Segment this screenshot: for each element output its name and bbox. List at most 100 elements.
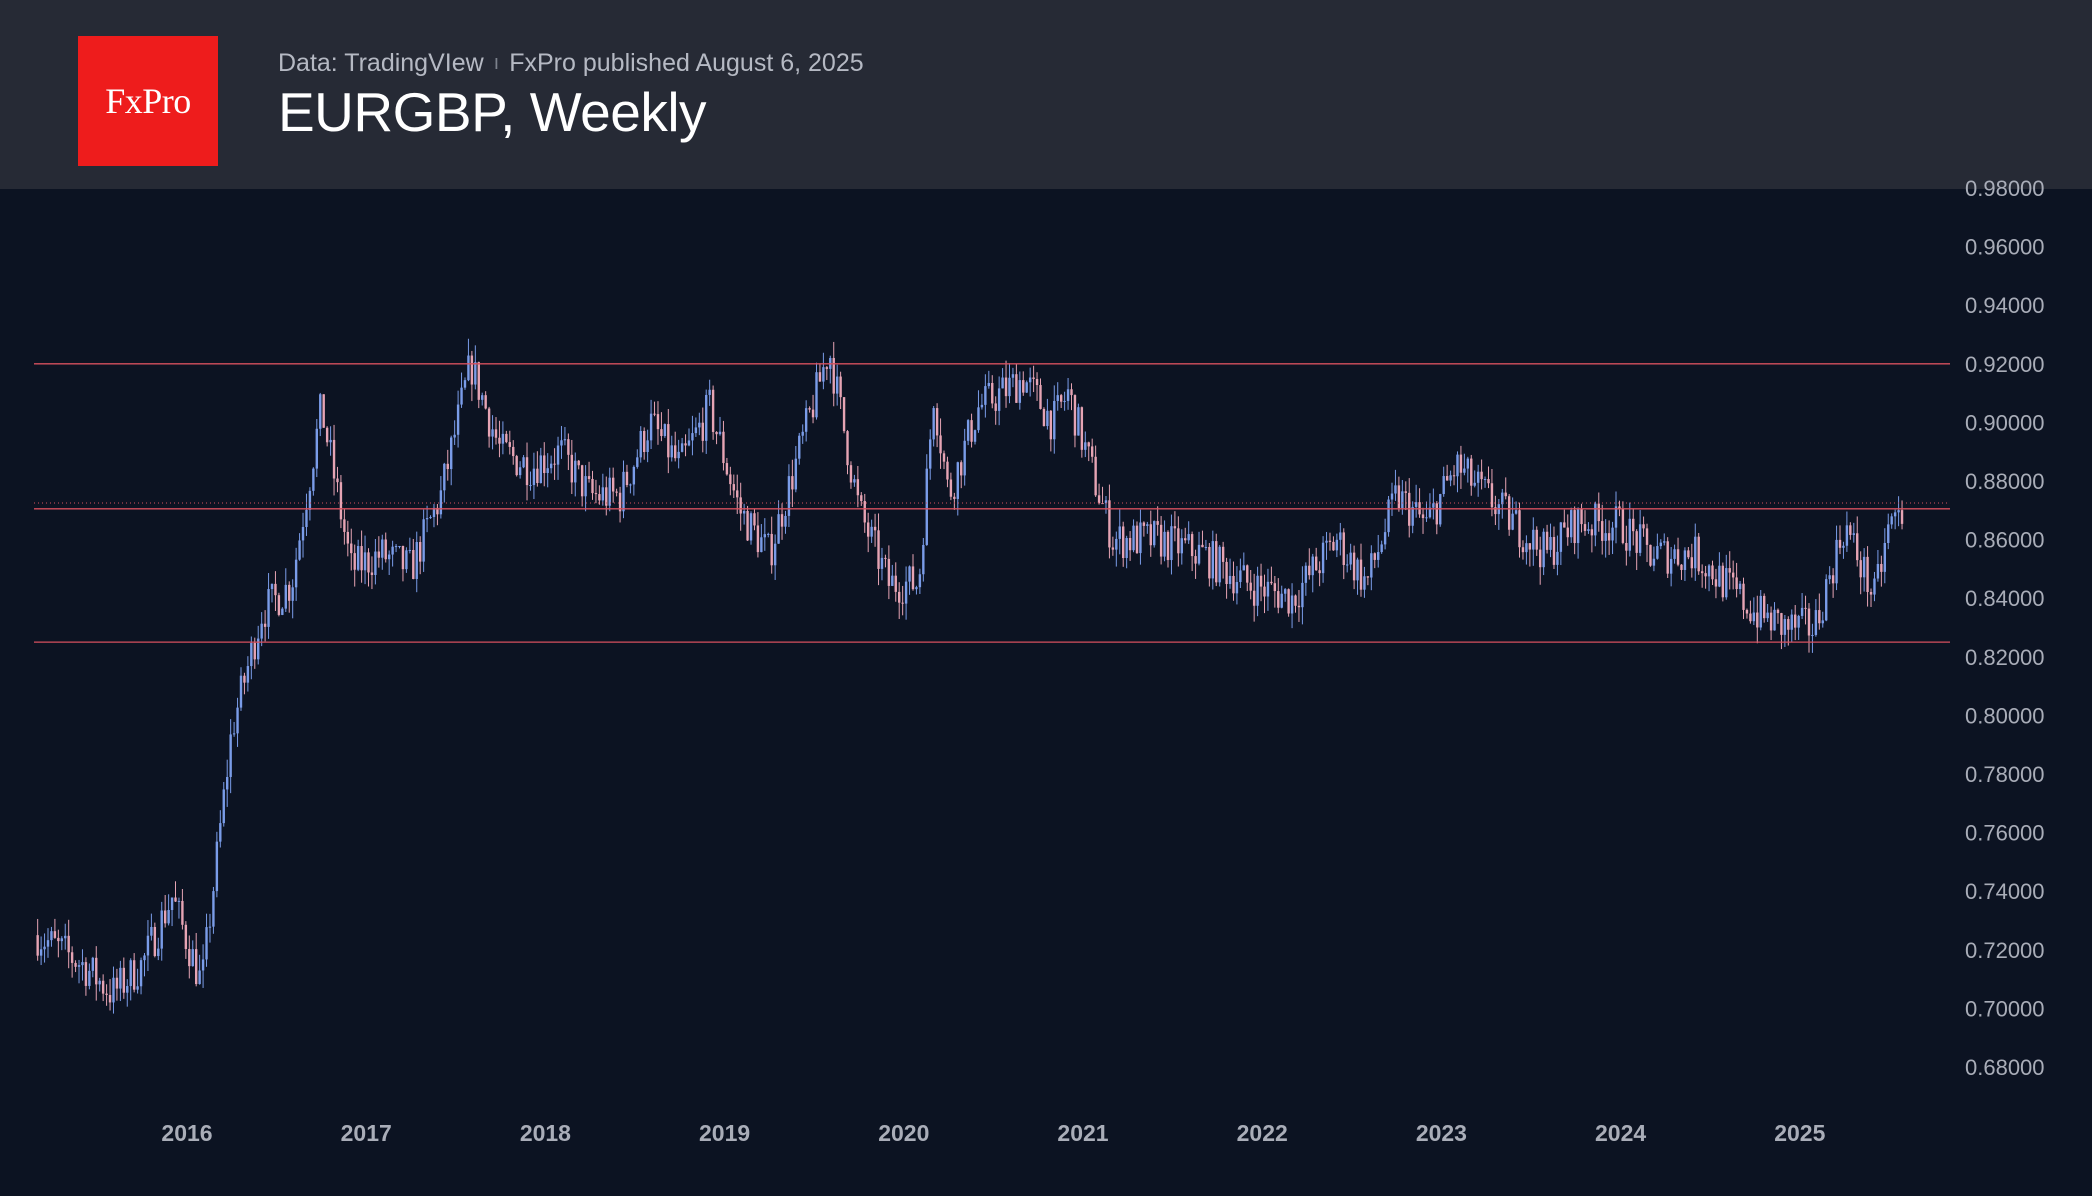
y-tick-label: 0.92000 — [1965, 352, 2045, 377]
candle-body — [708, 389, 711, 395]
candle-body — [1518, 510, 1521, 548]
candle-body — [1731, 572, 1735, 578]
x-axis: 2016 2017 2018 2019 2020 2021 2022 2023 2024 2025 — [161, 1120, 1825, 1146]
candle-body — [846, 431, 849, 466]
candle-body — [1466, 458, 1470, 469]
candle-body — [911, 566, 915, 590]
candle-body — [1370, 553, 1373, 578]
candle-body — [970, 420, 973, 442]
candle-body — [205, 927, 208, 960]
candle-body — [1635, 531, 1638, 553]
candle-body — [705, 394, 708, 441]
candle-body — [1459, 454, 1463, 473]
candle-body — [1173, 526, 1177, 529]
candle-body — [1556, 551, 1559, 565]
candles-layer — [36, 338, 1904, 1014]
candle-body — [1184, 538, 1187, 541]
candle-body — [177, 900, 181, 902]
candle-body — [932, 408, 935, 440]
candle-body — [394, 546, 398, 548]
candle-body — [315, 428, 319, 469]
candle-body — [1463, 468, 1466, 473]
candle-body — [1273, 583, 1277, 592]
candle-body — [150, 926, 153, 936]
candle-body — [1690, 557, 1694, 569]
candle-body — [756, 525, 760, 553]
candle-body — [1118, 526, 1121, 539]
candle-body — [1714, 579, 1718, 587]
candle-body — [1725, 568, 1728, 598]
candle-body — [1642, 524, 1645, 529]
candle-body — [684, 443, 687, 446]
candle-body — [1721, 565, 1725, 598]
candle-body — [143, 955, 146, 961]
candle-body — [1628, 518, 1631, 551]
candle-body — [491, 429, 494, 437]
candle-body — [157, 948, 160, 957]
candle-body — [780, 514, 784, 527]
candle-body — [301, 527, 305, 541]
candle-body — [1235, 582, 1239, 594]
x-tick-label: 2024 — [1595, 1120, 1646, 1146]
candle-body — [1266, 581, 1270, 597]
candle-body — [1645, 528, 1649, 545]
candle-body — [1476, 471, 1480, 483]
candle-body — [594, 493, 598, 495]
candle-body — [1228, 575, 1232, 585]
x-tick-label: 2023 — [1416, 1120, 1467, 1146]
candle-body — [1849, 525, 1852, 535]
candle-body — [1084, 442, 1087, 450]
candle-body — [112, 977, 115, 1003]
candle-body — [1666, 541, 1669, 574]
candle-body — [1783, 619, 1787, 635]
candle-body — [174, 897, 177, 902]
candle-body — [146, 935, 150, 956]
y-tick-label: 0.72000 — [1965, 938, 2045, 963]
candle-body — [1225, 561, 1228, 585]
candle-body — [1483, 478, 1487, 480]
candle-body — [474, 362, 477, 385]
candle-body — [1170, 526, 1173, 561]
candle-body — [1421, 514, 1425, 519]
candle-body — [760, 537, 763, 553]
candle-body — [405, 550, 408, 570]
candle-body — [1873, 578, 1876, 595]
candle-body — [367, 552, 370, 573]
candle-body — [956, 462, 959, 499]
candle-body — [960, 462, 963, 476]
candle-body — [267, 589, 270, 627]
y-tick-label: 0.98000 — [1965, 176, 2045, 201]
candle-body — [1077, 407, 1080, 436]
candle-body — [494, 429, 498, 438]
candle-body — [1797, 615, 1800, 628]
candle-body — [1335, 539, 1339, 551]
candle-body — [1270, 581, 1273, 584]
candle-body — [1728, 568, 1731, 573]
candle-body — [374, 551, 377, 575]
candle-body — [691, 433, 694, 441]
candle-body — [226, 776, 229, 790]
candle-body — [1607, 533, 1611, 541]
candle-body — [70, 952, 74, 963]
candle-body — [1332, 541, 1335, 551]
candle-body — [1159, 524, 1163, 557]
candle-body — [136, 986, 139, 990]
candle-body — [887, 558, 891, 586]
candle-body — [1570, 510, 1573, 538]
candle-body — [1101, 503, 1104, 505]
x-tick-label: 2017 — [341, 1120, 392, 1146]
candle-body — [1352, 552, 1356, 581]
candle-body — [563, 439, 567, 441]
candle-body — [1366, 576, 1370, 578]
candle-body — [1752, 612, 1756, 622]
candle-body — [1252, 590, 1256, 606]
candle-body — [729, 474, 732, 485]
candle-body — [953, 496, 956, 499]
candle-body — [608, 477, 611, 506]
candle-body — [1738, 583, 1742, 590]
chart-meta: Data: TradingVIew ı FxPro published August… — [278, 49, 864, 78]
candle-body — [674, 445, 677, 459]
candle-body — [456, 404, 460, 435]
candle-body — [1687, 550, 1690, 558]
